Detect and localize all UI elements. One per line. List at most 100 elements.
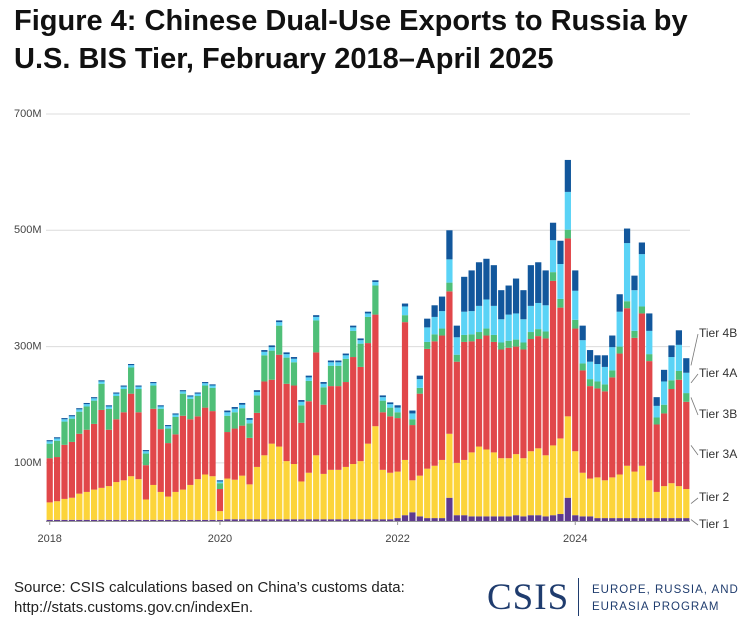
bar-segment [512,346,520,455]
bar-segment [313,316,320,321]
bar-segment [268,345,275,348]
bar-segment [157,519,164,521]
bar-segment [594,388,601,478]
bar-segment [668,345,675,358]
bar-segment [586,379,594,387]
bar-segment [609,477,616,519]
bar-segment [298,400,305,402]
logo: CSIS [487,577,570,618]
bar-segment [609,335,616,348]
bar-segment [520,319,527,343]
bar-segment [179,519,187,521]
bar-segment [401,459,409,516]
bar-segment [468,341,475,453]
bar-segment [239,519,246,521]
bar-segment [364,343,372,444]
bar-segment [535,329,542,337]
bar-segment [187,484,194,520]
bar-segment [446,230,453,260]
bar-segment [187,396,194,399]
bar-segment [535,336,542,449]
bar-segment [187,519,194,521]
bar-segment [468,311,475,335]
bar-segment [638,313,645,466]
x-tick-label: 2024 [563,533,587,545]
bar-segment [128,364,135,366]
legend-leader [690,519,699,526]
x-tick-label: 2022 [385,533,409,545]
bar-segment [290,464,298,520]
bar-segment [475,332,483,340]
bar-segment [261,351,268,356]
bar-segment [128,365,135,368]
bar-segment [253,412,261,467]
bar-segment [616,311,623,347]
bar-segment [394,418,401,472]
bar-segment [350,464,357,520]
bar-segment [490,452,497,517]
bar-segment [172,519,179,521]
bar-segment [98,380,105,382]
bar-segment [209,385,216,388]
bar-segment [468,334,475,342]
bar-segment [520,290,527,320]
bar-segment [527,305,534,333]
bar-segment [364,519,372,521]
bar-segment [283,519,290,521]
bar-segment [461,311,468,335]
bar-segment [76,493,83,520]
bar-segment [646,518,653,521]
bar-segment [631,330,638,338]
bar-segment [76,433,83,494]
bar-segment [594,355,601,365]
bar-segment [91,397,98,399]
bar-segment [616,346,623,354]
bar-segment [261,519,268,521]
bar-segment [76,408,83,410]
bar-segment [172,491,179,520]
bar-segment [609,347,616,371]
bar-segment [601,366,608,385]
bar-segment [431,316,438,335]
bar-segment [105,406,113,409]
bar-segment [475,262,483,306]
bar-segment [231,408,238,413]
bar-segment [157,429,164,492]
bar-segment [150,383,157,386]
bar-segment [579,370,586,473]
bar-segment [239,402,246,405]
bar-segment [542,516,549,521]
bar-segment [268,443,275,520]
bar-segment [387,402,394,405]
bar-segment [105,405,113,407]
bar-segment [283,352,290,355]
bar-segment [290,357,298,359]
bar-segment [327,360,335,363]
bar-segment [601,384,608,392]
bar-segment [549,240,557,273]
bar-segment [313,315,320,317]
legend-leader [690,397,699,416]
bar-segment [283,461,290,520]
bar-segment [61,421,68,445]
bar-segment [431,465,438,519]
bar-segment [364,313,372,317]
bar-segment [46,458,53,503]
bar-segment [512,515,520,521]
bar-segment [542,331,549,339]
bar-segment [572,328,579,452]
bar-segment [320,519,327,521]
bar-segment [498,290,505,320]
bar-segment [438,328,446,336]
bar-segment [105,408,113,430]
bar-segment [113,419,120,483]
y-tick-label: 700M [14,108,42,120]
bar-segment [431,341,438,466]
bar-segment [98,409,105,488]
bar-segment [105,486,113,520]
bar-segment [261,355,268,382]
bar-segment [409,410,416,414]
bar-segment [683,518,690,521]
bar-segment [142,465,150,500]
